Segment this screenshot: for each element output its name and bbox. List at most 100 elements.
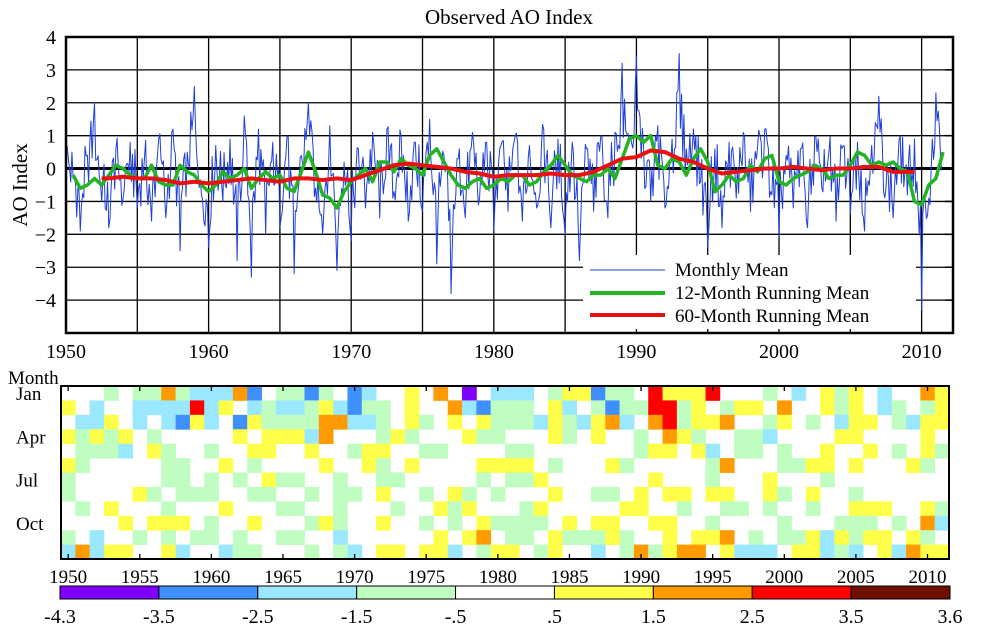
heatmap-cell-jan-1957: [161, 386, 176, 401]
heatmap-cell-mar-1962: [232, 414, 248, 430]
heatmap-cell-aug-1964: [261, 486, 277, 502]
heatmap-cell-oct-1992: [662, 515, 678, 531]
heatmap-cell-mar-1971: [361, 414, 377, 430]
heatmap-x-tick-label: 1995: [694, 567, 732, 588]
heatmap-cell-mar-1988: [605, 414, 620, 430]
heatmap-cell-aug-1977: [447, 486, 463, 502]
heatmap-cell-jan-2007: [877, 386, 893, 401]
x-tick-label: 2000: [759, 341, 799, 363]
heatmap-cell-jan-2004: [834, 386, 850, 401]
heatmap-cell-may-1951: [75, 443, 91, 459]
heatmap-cell-jul-1982: [519, 472, 535, 488]
heatmap-cell-jun-1974: [404, 458, 420, 473]
y-tick-label: 0: [46, 159, 56, 181]
x-tick-label: 1990: [616, 341, 656, 363]
heatmap-cell-jun-1995: [705, 458, 721, 473]
heatmap-cell-may-1975: [419, 443, 434, 459]
heatmap-cell-dec-2009: [906, 544, 921, 560]
heatmap-cell-apr-1993: [676, 429, 692, 445]
heatmap-cell-mar-1983: [533, 414, 549, 430]
x-tick-labels: 1950 1960 1970 1980 1990 2000 2010: [46, 341, 942, 363]
heatmap-cell-nov-2005: [848, 530, 864, 545]
heatmap-cell-jun-1961: [218, 458, 234, 473]
colorbar-segment: [751, 585, 852, 600]
heatmap-cell-nov-2007: [877, 530, 893, 545]
heatmap-cell-dec-1958: [175, 544, 191, 560]
heatmap-cell-nov-1960: [204, 530, 219, 545]
heatmap-cell-jul-1958: [175, 472, 191, 488]
heatmap-cell-oct-1987: [590, 515, 606, 531]
heatmap-cell-sep-2002: [805, 501, 821, 517]
heatmap-cell-aug-1959: [189, 486, 205, 502]
heatmap-cell-nov-1984: [547, 530, 563, 545]
heatmap-cell-mar-1994: [691, 414, 706, 430]
heatmap-cell-mar-1981: [505, 414, 520, 430]
heatmap-cell-jan-1960: [204, 386, 219, 401]
heatmap-cell-feb-1988: [605, 400, 620, 416]
heatmap-cell-nov-1985: [562, 530, 578, 545]
heatmap-cell-jan-1963: [247, 386, 262, 401]
heatmap-cell-jul-1983: [533, 472, 549, 488]
heatmap-cell-feb-1950: [61, 400, 76, 416]
heatmap-cell-may-1982: [519, 443, 535, 459]
heatmap-cell-mar-2004: [834, 414, 850, 430]
heatmap-x-tick-label: 1965: [264, 567, 302, 588]
heatmap-cell-jan-1992: [662, 386, 678, 401]
heatmap-cell-mar-1989: [619, 414, 635, 430]
heatmap-cell-nov-2000: [777, 530, 792, 545]
heatmap-cell-feb-1956: [146, 400, 162, 416]
heatmap-cell-mar-1986: [576, 414, 592, 430]
heatmap-cell-nov-2002: [805, 530, 821, 545]
heatmap-cell-nov-1996: [719, 530, 735, 545]
heatmap-cell-sep-1961: [218, 501, 234, 517]
heatmap-cell-sep-1999: [762, 501, 778, 517]
heatmap-cell-jun-1950: [61, 458, 76, 473]
heatmap-cell-jun-1951: [75, 458, 91, 473]
heatmap-cell-mar-1965: [275, 414, 291, 430]
heatmap-cell-apr-1965: [275, 429, 291, 445]
heatmap-cell-jan-2011: [934, 386, 950, 401]
heatmap-cell-apr-1987: [590, 429, 606, 445]
heatmap-cell-jun-1979: [476, 458, 492, 473]
heatmap-cell-apr-1992: [662, 429, 678, 445]
heatmap-cell-feb-1984: [547, 400, 563, 416]
colorbar-segment: [158, 585, 259, 600]
heatmap-cell-mar-1955: [132, 414, 148, 430]
heatmap-cell-feb-1967: [304, 400, 320, 416]
heatmap-cell-jan-1978: [462, 386, 477, 401]
heatmap-cell-nov-1950: [61, 530, 76, 545]
heatmap-cell-may-1963: [247, 443, 262, 459]
heatmap-cell-apr-1998: [748, 429, 764, 445]
heatmap-cell-dec-1998: [748, 544, 764, 560]
heatmap-cell-mar-2005: [848, 414, 864, 430]
heatmap-cell-mar-1996: [719, 414, 735, 430]
heatmap-cell-feb-1966: [290, 400, 305, 416]
heatmap-cell-feb-1992: [662, 400, 678, 416]
heatmap-cell-jan-1986: [576, 386, 592, 401]
y-tick-labels: 4 3 2 1 0 −1 −2 −3 −4: [35, 27, 953, 312]
heatmap-cell-mar-1957: [161, 414, 176, 430]
heatmap-cell-dec-2005: [848, 544, 864, 560]
heatmap-cell-may-1960: [204, 443, 219, 459]
heatmap-cell-mar-1985: [562, 414, 578, 430]
heatmap-cell-dec-1993: [676, 544, 692, 560]
heatmap-cell-feb-1981: [505, 400, 520, 416]
x-tick-label: 2010: [902, 341, 942, 363]
heatmap-cell-may-1953: [103, 443, 119, 459]
heatmap-cell-oct-1988: [605, 515, 620, 531]
heatmap-cell-may-1992: [662, 443, 678, 459]
heatmap-cell-mar-1984: [547, 414, 563, 430]
heatmap-cell-jan-1987: [590, 386, 606, 401]
heatmap-cell-feb-1968: [318, 400, 334, 416]
heatmap-cell-jan-1985: [562, 386, 578, 401]
heatmap-cell-aug-1992: [662, 486, 678, 502]
heatmap-cell-feb-2010: [920, 400, 936, 416]
heatmap-cell-feb-1964: [261, 400, 277, 416]
heatmap-cell-feb-1955: [132, 400, 148, 416]
heatmap-cell-sep-1957: [161, 501, 176, 517]
heatmap-cell-jan-1993: [676, 386, 692, 401]
heatmap-cell-oct-1958: [175, 515, 191, 531]
heatmap-x-tick-label: 1955: [121, 567, 159, 588]
heatmap-cell-nov-2001: [791, 530, 807, 545]
heatmap-cell-oct-1991: [648, 515, 663, 531]
